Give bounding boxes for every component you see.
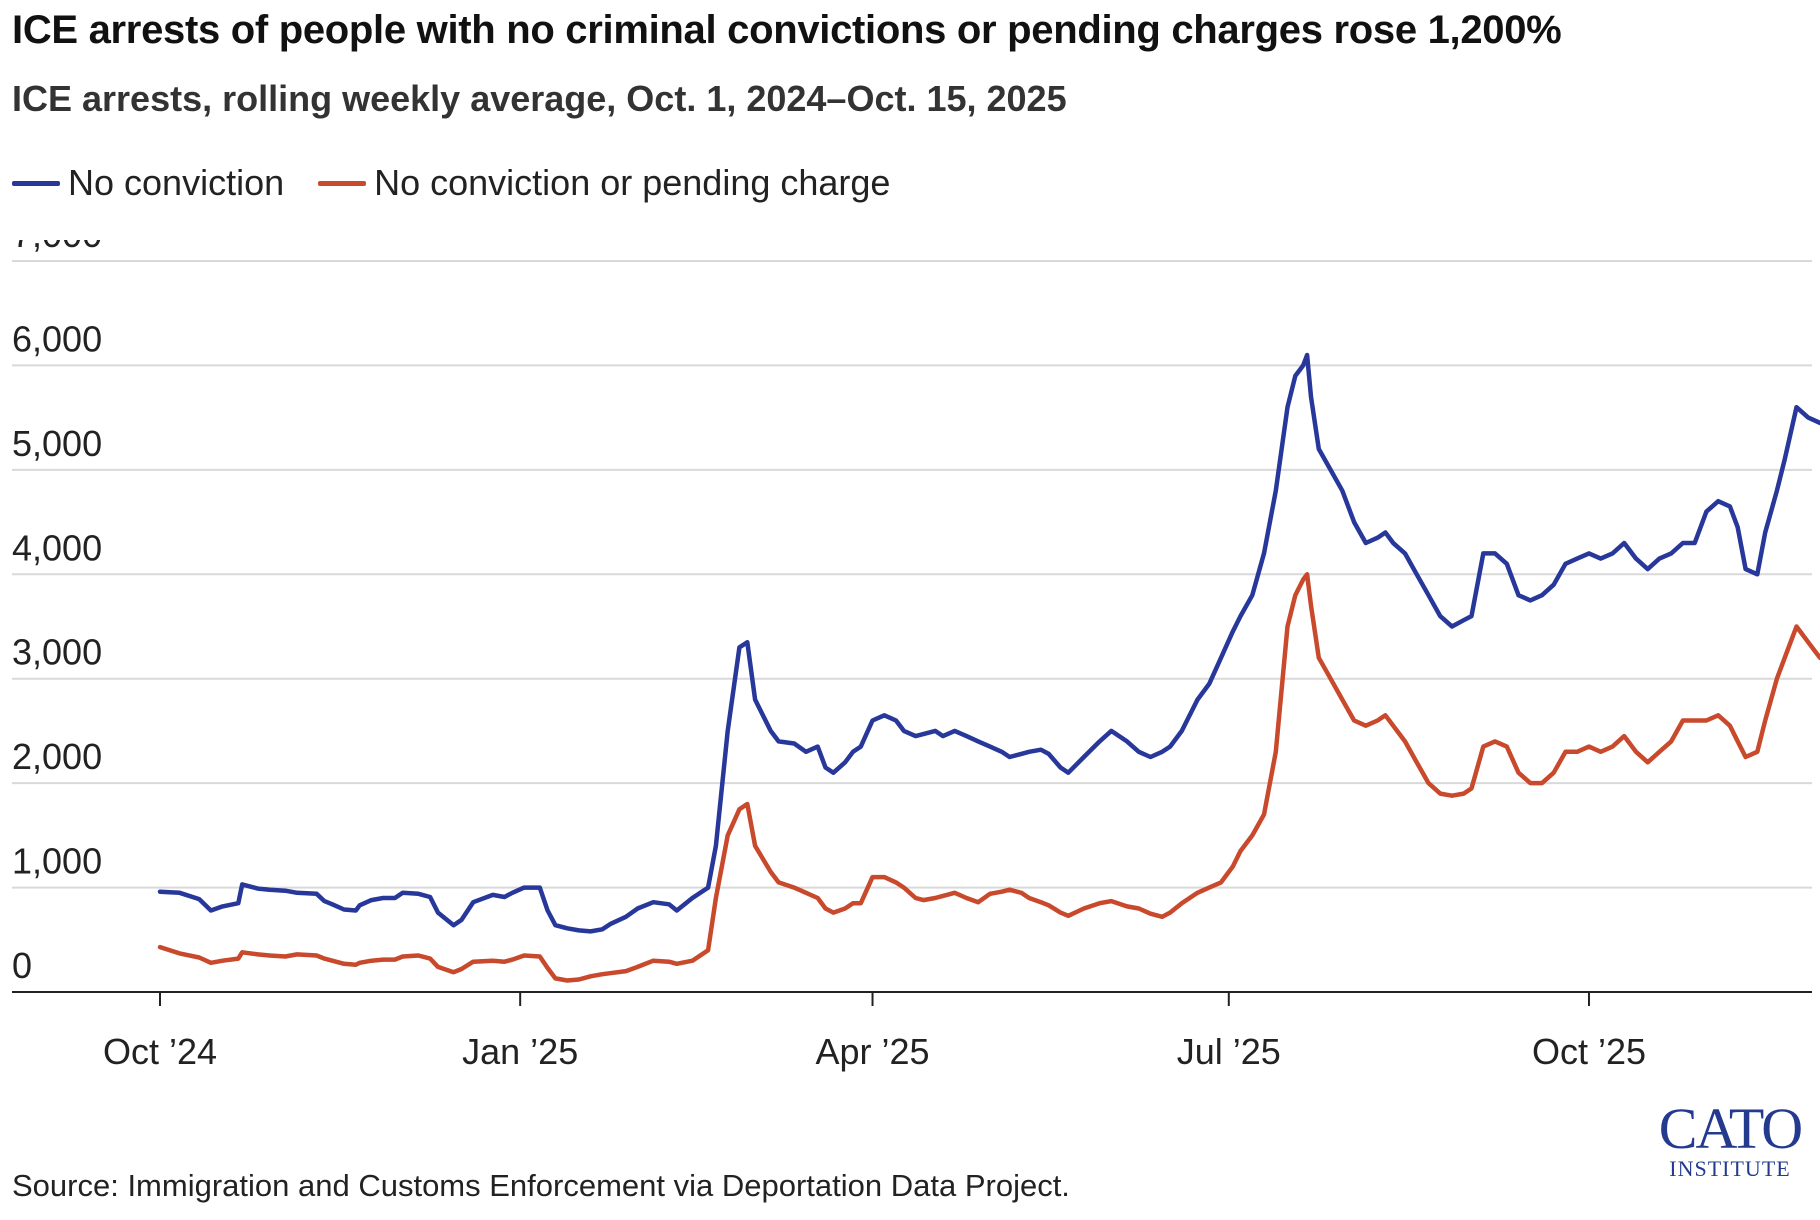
- y-tick-label-2: 2,000: [12, 736, 102, 777]
- y-tick-label-6: 6,000: [12, 318, 102, 359]
- legend: No conviction No conviction or pending c…: [12, 162, 890, 204]
- x-tick-label-1: Jan ’25: [462, 1031, 578, 1072]
- x-tick-label-4: Oct ’25: [1532, 1031, 1646, 1072]
- series-line-no-conviction-or-pending: [157, 572, 1820, 983]
- cato-logo: CATO INSTITUTE: [1648, 1100, 1812, 1180]
- x-tick-label-3: Jul ’25: [1177, 1031, 1281, 1072]
- legend-item-no-conviction: No conviction: [12, 162, 284, 204]
- x-tick-label-2: Apr ’25: [815, 1031, 929, 1072]
- chart-subtitle: ICE arrests, rolling weekly average, Oct…: [12, 78, 1067, 119]
- y-tick-label-7: 7,000: [12, 240, 102, 255]
- legend-label-no-conviction-or-pending: No conviction or pending charge: [374, 162, 891, 203]
- y-tick-label-0: 0: [12, 945, 32, 986]
- y-tick-label-5: 5,000: [12, 423, 102, 464]
- legend-label-no-conviction: No conviction: [68, 162, 285, 203]
- y-tick-label-4: 4,000: [12, 527, 102, 568]
- line-chart: 0 1,000 2,000 3,000 4,000 5,000 6,000 7,000 Oct …: [12, 240, 1820, 1072]
- x-tick-label-0: Oct ’24: [103, 1031, 217, 1072]
- source-note: Source: Immigration and Customs Enforcem…: [12, 1168, 1070, 1203]
- logo-main-text: CATO: [1658, 1096, 1803, 1161]
- legend-item-no-conviction-or-pending: No conviction or pending charge: [318, 162, 890, 204]
- series-line-no-conviction: [157, 352, 1820, 934]
- chart-title: ICE arrests of people with no criminal c…: [12, 8, 1562, 52]
- legend-swatch-no-conviction: [12, 180, 60, 186]
- y-tick-label-1: 1,000: [12, 841, 102, 882]
- logo-sub-text: INSTITUTE: [1669, 1156, 1791, 1181]
- legend-swatch-no-conviction-or-pending: [318, 180, 367, 186]
- y-tick-label-3: 3,000: [12, 632, 102, 673]
